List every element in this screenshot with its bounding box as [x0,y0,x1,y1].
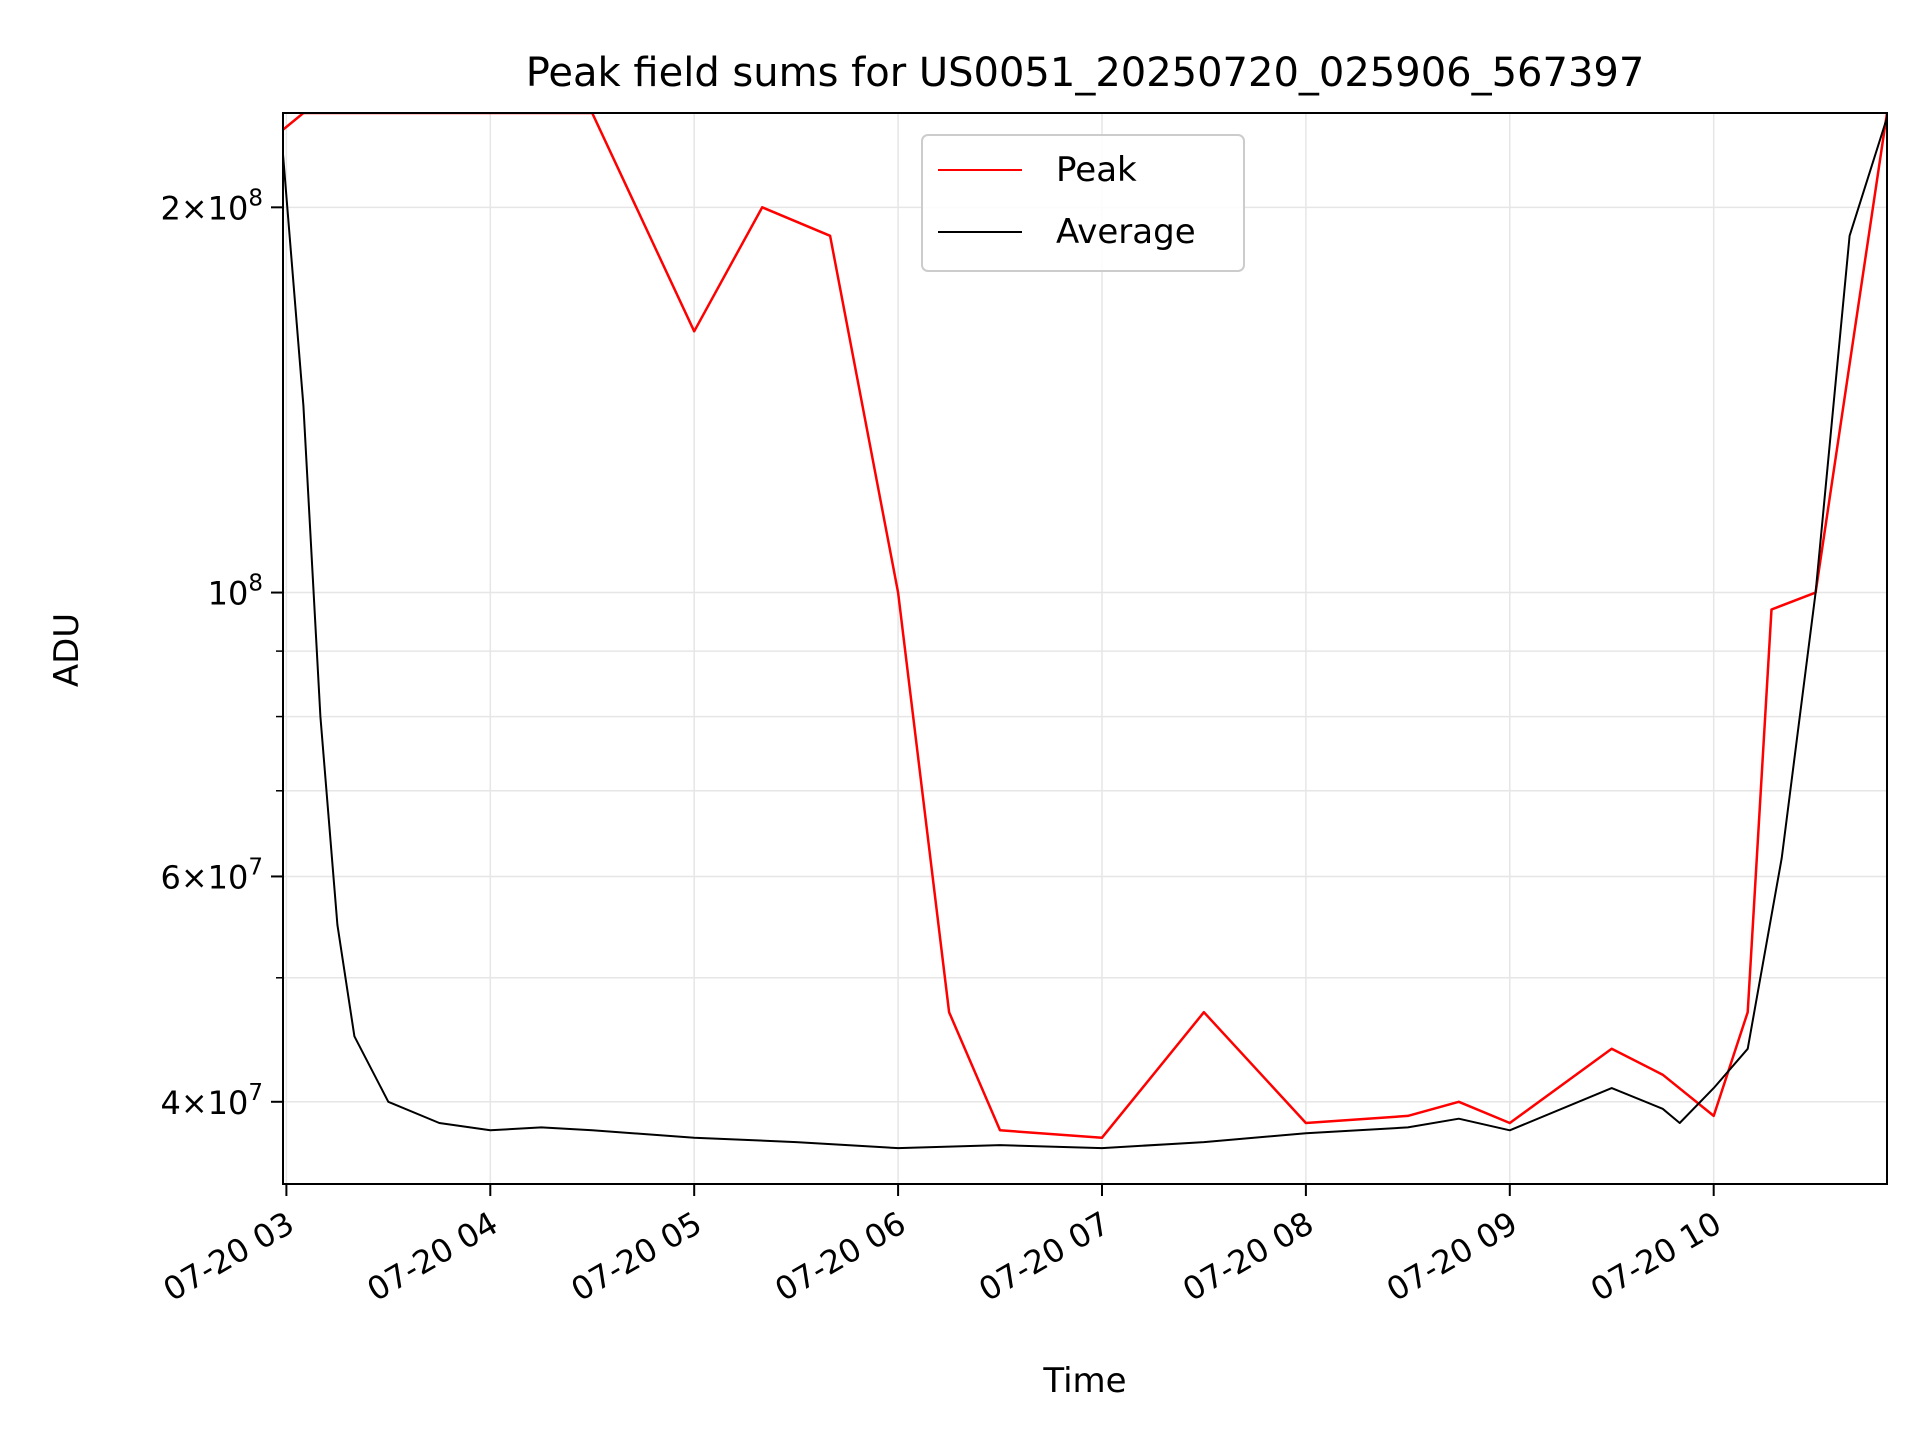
x-axis-label: Time [1042,1361,1126,1401]
series-line-average [283,117,1887,1150]
y-tick-label: 6×107 [160,854,263,896]
grid [283,113,1887,1184]
y-tick-label: 2×108 [160,185,263,227]
series-layer [283,113,1887,1150]
legend: Peak Average [921,134,1245,272]
plot-frame [282,112,1888,1185]
y-axis: 4×107 6×107 108 2×108 [160,185,283,1122]
legend-label-average: Average [1056,212,1196,252]
y-tick-label: 108 [208,571,263,613]
y-tick-label: 4×107 [160,1080,263,1122]
series-line-peak [283,113,1887,1139]
legend-label-peak: Peak [1056,150,1137,190]
chart-title: Peak field sums for US0051_20250720_0259… [526,50,1645,96]
y-axis-label: ADU [47,613,87,687]
